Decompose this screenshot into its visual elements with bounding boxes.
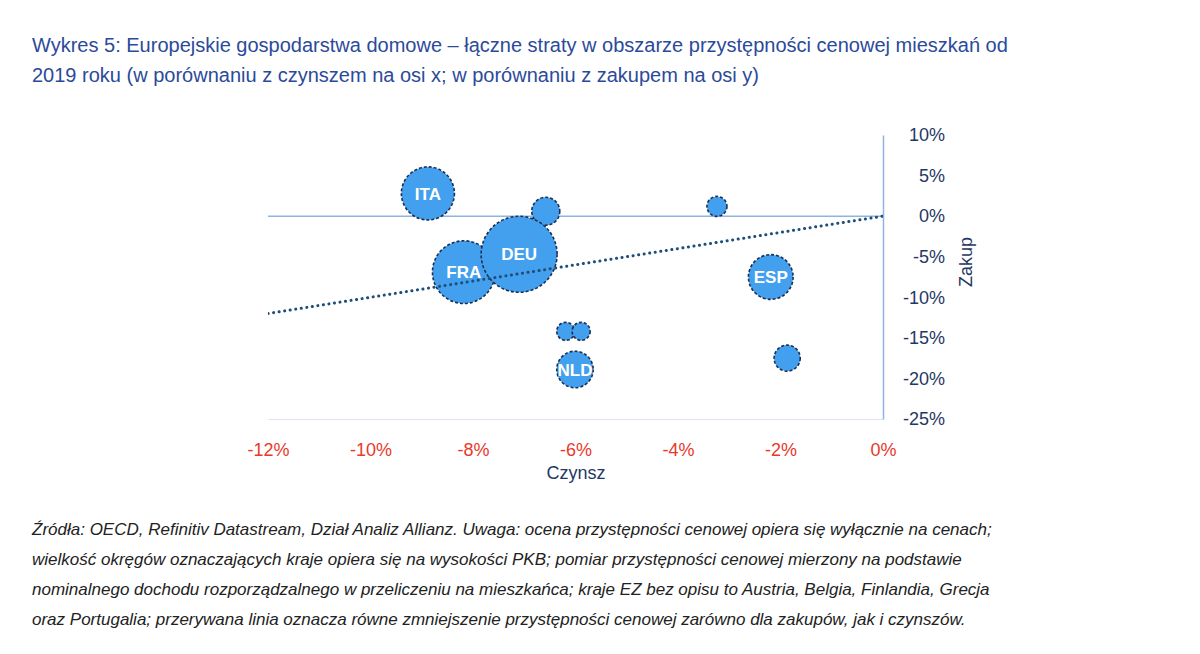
y-axis: 10% 5% 0% -5% -10% -15% -20% -25% — [883, 125, 945, 429]
x-axis-line — [269, 419, 884, 420]
y-tick-label: -15% — [903, 328, 945, 348]
y-tick-label: -20% — [903, 369, 945, 389]
y-tick: 0% — [883, 206, 945, 226]
y-tick-label: 10% — [909, 125, 945, 145]
y-tick: -20% — [883, 369, 945, 389]
x-tick-label: -2% — [765, 440, 797, 460]
y-tick-label: -10% — [903, 288, 945, 308]
bubble-label: ITA — [415, 185, 441, 204]
x-tick-label: -4% — [662, 440, 694, 460]
title: Wykres 5: Europejskie gospodarstwa domow… — [32, 34, 1008, 86]
footnote: Źródła: OECD, Refinitiv Datastream, Dzia… — [31, 520, 992, 629]
x-tick-label: 0% — [870, 440, 896, 460]
x-tick: -6% — [560, 419, 592, 460]
x-tick: -8% — [457, 419, 489, 460]
y-tick-label: -25% — [903, 409, 945, 429]
x-tick-label: -8% — [457, 440, 489, 460]
footnote-line: nominalnego dochodu rozporządzalnego w p… — [32, 580, 990, 599]
y-axis-line — [883, 136, 885, 420]
chart-svg: Wykres 5: Europejskie gospodarstwa domow… — [0, 0, 1200, 654]
bubble-label: ESP — [754, 268, 788, 287]
x-tick-label: -12% — [247, 440, 289, 460]
x-tick-label: -6% — [560, 440, 592, 460]
y-tick: 5% — [883, 166, 945, 186]
x-tick-label: -10% — [350, 440, 392, 460]
y-tick-label: -5% — [913, 247, 945, 267]
y-tick-label: 5% — [919, 166, 945, 186]
x-tick: 0% — [870, 419, 896, 460]
bubble — [774, 345, 800, 371]
y-tick: -15% — [883, 328, 945, 348]
y-tick: 10% — [883, 125, 945, 145]
y-tick: -10% — [883, 288, 945, 308]
bubble — [481, 216, 557, 292]
bubble — [557, 351, 594, 388]
x-tick: -10% — [350, 419, 392, 460]
footnote-line: wielkość okręgów oznaczających kraje opi… — [32, 550, 962, 569]
bubble-label: FRA — [446, 263, 481, 282]
reference-line — [268, 216, 883, 313]
bubble-label: DEU — [501, 245, 537, 264]
x-axis: -12% -10% -8% -6% -4% -2% 0% — [247, 419, 896, 460]
y-tick: -5% — [883, 247, 945, 267]
bubble — [572, 322, 590, 340]
chart-container: Wykres 5: Europejskie gospodarstwa domow… — [0, 0, 1200, 654]
bubble — [748, 255, 793, 300]
title-line: 2019 roku (w porównaniu z czynszem na os… — [32, 64, 759, 86]
plot-area — [268, 167, 883, 388]
footnote-line: Źródła: OECD, Refinitiv Datastream, Dzia… — [31, 520, 992, 539]
zero-line — [268, 215, 883, 217]
bubble-labels: ITA FRA DEU ESP NLD — [415, 185, 788, 380]
bubble — [557, 322, 575, 340]
x-axis-title: Czynsz — [546, 463, 605, 483]
x-tick: -12% — [247, 419, 289, 460]
bubble-label: NLD — [558, 361, 593, 380]
bubble — [401, 167, 454, 220]
x-tick: -2% — [765, 419, 797, 460]
footnote-line: oraz Portugalia; przerywana linia oznacz… — [32, 610, 966, 629]
y-tick: -25% — [883, 409, 945, 429]
x-tick: -4% — [662, 419, 694, 460]
bubble — [707, 196, 727, 216]
y-axis-title: Zakup — [956, 237, 976, 287]
title-line: Wykres 5: Europejskie gospodarstwa domow… — [32, 34, 1008, 56]
y-tick-label: 0% — [919, 206, 945, 226]
